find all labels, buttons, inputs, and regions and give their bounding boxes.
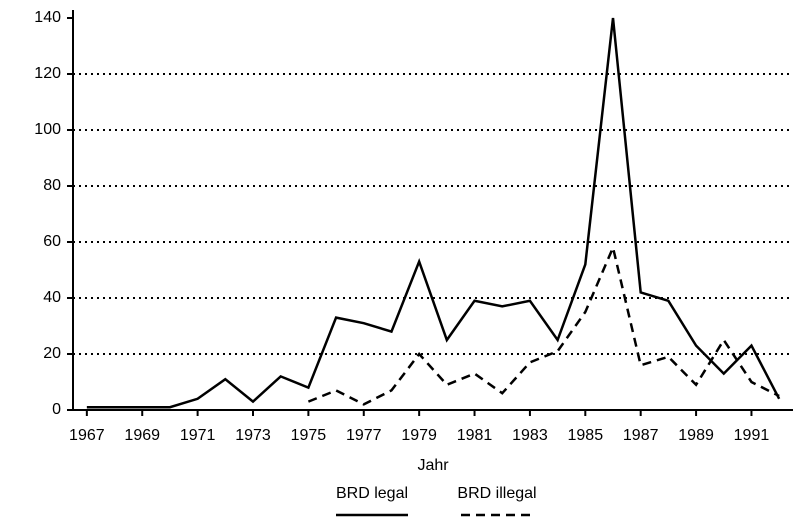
y-tick-label: 100: [34, 121, 61, 138]
x-tick-label: 1975: [291, 427, 327, 444]
y-tick-label: 60: [43, 233, 61, 250]
x-tick-label: 1983: [512, 427, 548, 444]
x-tick-label: 1991: [734, 427, 770, 444]
legend-label: BRD illegal: [457, 485, 536, 502]
y-tick-label: 80: [43, 177, 61, 194]
y-tick-label: 0: [52, 401, 61, 418]
x-tick-label: 1971: [180, 427, 216, 444]
y-tick-label: 20: [43, 345, 61, 362]
legend-label: BRD legal: [336, 485, 408, 502]
series-line: [307, 243, 780, 406]
x-tick-label: 1987: [623, 427, 659, 444]
y-tick-label: 140: [34, 9, 61, 26]
series-line: [86, 17, 781, 409]
x-tick-label: 1979: [401, 427, 437, 444]
x-tick-label: 1985: [568, 427, 604, 444]
x-tick-label: 1981: [457, 427, 493, 444]
x-tick-label: 1977: [346, 427, 382, 444]
y-tick-label: 120: [34, 65, 61, 82]
x-axis-label: Jahr: [417, 457, 449, 474]
x-tick-label: 1969: [124, 427, 160, 444]
y-tick-label: 40: [43, 289, 61, 306]
x-tick-label: 1967: [69, 427, 105, 444]
x-tick-label: 1973: [235, 427, 271, 444]
x-tick-label: 1989: [678, 427, 714, 444]
